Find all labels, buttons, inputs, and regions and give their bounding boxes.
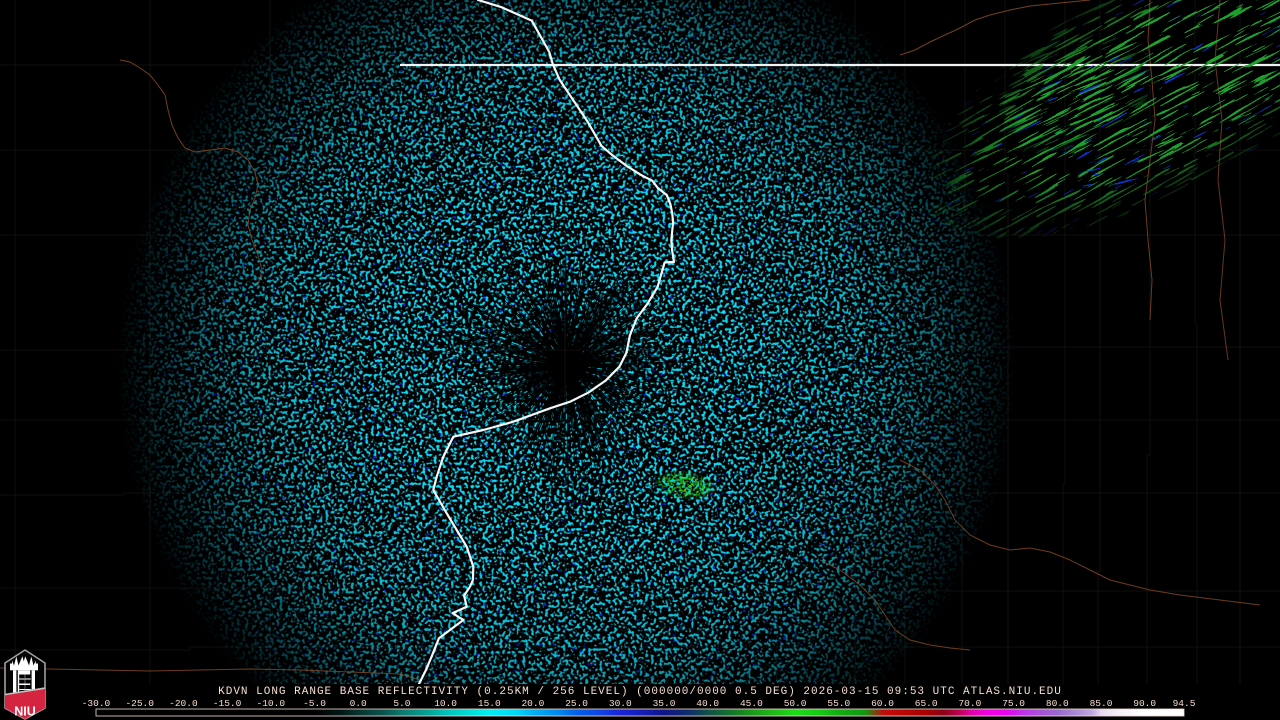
- svg-text:94.5: 94.5: [1173, 698, 1196, 709]
- svg-text:30.0: 30.0: [609, 698, 632, 709]
- svg-text:20.0: 20.0: [521, 698, 544, 709]
- svg-text:5.0: 5.0: [393, 698, 410, 709]
- svg-text:65.0: 65.0: [915, 698, 938, 709]
- svg-text:-20.0: -20.0: [169, 698, 198, 709]
- svg-text:55.0: 55.0: [827, 698, 850, 709]
- svg-text:0.0: 0.0: [350, 698, 367, 709]
- svg-text:80.0: 80.0: [1046, 698, 1069, 709]
- svg-text:-15.0: -15.0: [213, 698, 242, 709]
- svg-text:NIU: NIU: [14, 705, 36, 719]
- svg-text:-30.0: -30.0: [82, 698, 111, 709]
- svg-text:15.0: 15.0: [478, 698, 501, 709]
- svg-text:85.0: 85.0: [1090, 698, 1113, 709]
- svg-text:75.0: 75.0: [1002, 698, 1025, 709]
- svg-text:90.0: 90.0: [1133, 698, 1156, 709]
- svg-text:KDVN LONG RANGE BASE REFLECTIV: KDVN LONG RANGE BASE REFLECTIVITY (0.25K…: [218, 686, 1062, 698]
- svg-text:-5.0: -5.0: [303, 698, 326, 709]
- svg-text:-25.0: -25.0: [125, 698, 154, 709]
- svg-text:60.0: 60.0: [871, 698, 894, 709]
- svg-text:-10.0: -10.0: [257, 698, 286, 709]
- svg-text:35.0: 35.0: [653, 698, 676, 709]
- svg-text:70.0: 70.0: [958, 698, 981, 709]
- svg-text:40.0: 40.0: [696, 698, 719, 709]
- svg-text:10.0: 10.0: [434, 698, 457, 709]
- svg-text:45.0: 45.0: [740, 698, 763, 709]
- svg-text:50.0: 50.0: [784, 698, 807, 709]
- svg-text:25.0: 25.0: [565, 698, 588, 709]
